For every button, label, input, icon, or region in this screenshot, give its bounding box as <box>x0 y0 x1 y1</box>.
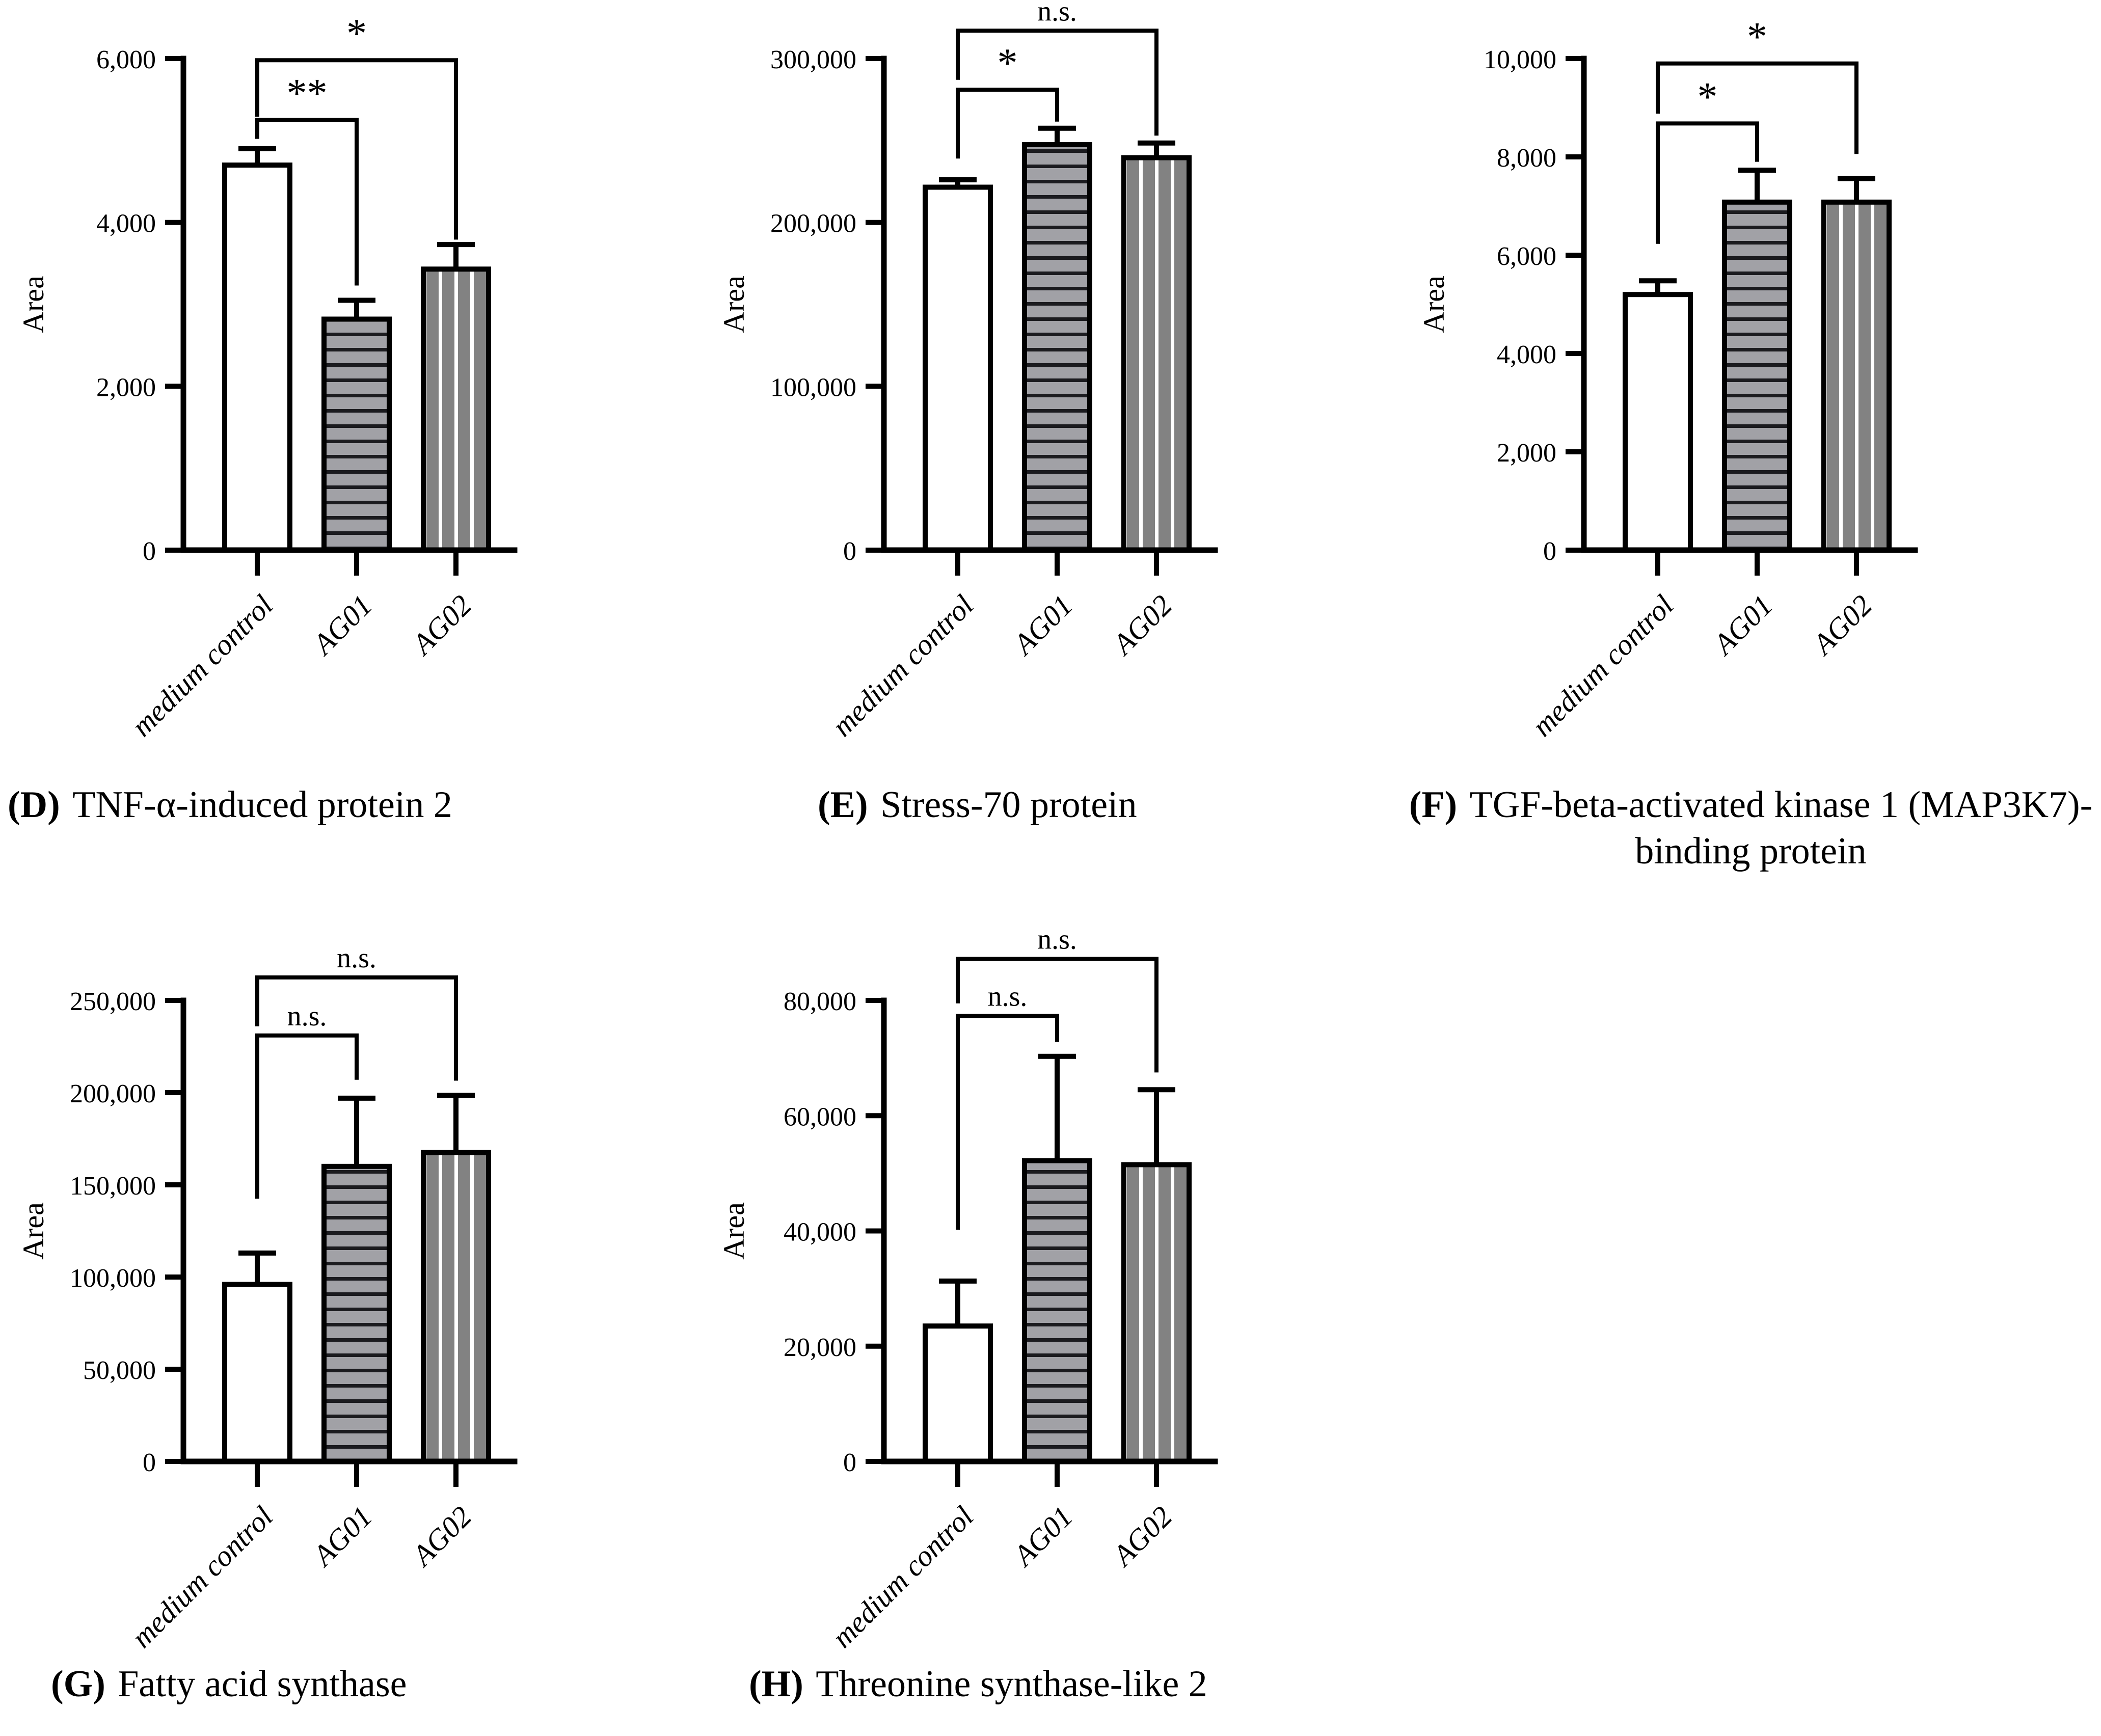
svg-text:40,000: 40,000 <box>784 1218 856 1247</box>
svg-text:AG02: AG02 <box>405 588 478 662</box>
svg-text:80,000: 80,000 <box>784 987 856 1016</box>
svg-text:AG01: AG01 <box>1706 588 1779 662</box>
svg-text:Area: Area <box>717 276 750 333</box>
bar-chart-stress-70-protein: 0 100,000 200,000 300,000 Area medium control… <box>717 0 1218 743</box>
svg-text:0: 0 <box>843 537 856 566</box>
svg-text:200,000: 200,000 <box>70 1079 156 1108</box>
panel-h-caption: (H) Threonine synthase-like 2 <box>749 1663 1207 1709</box>
svg-text:AG02: AG02 <box>1805 588 1878 662</box>
panel-e-caption: (E) Stress-70 protein <box>818 783 1137 830</box>
svg-text:n.s.: n.s. <box>287 1000 327 1032</box>
svg-text:100,000: 100,000 <box>770 373 856 402</box>
figure-panel-d: 0 2,000 4,000 6,000 Area medium control AG01 AG… <box>0 0 701 868</box>
svg-text:100,000: 100,000 <box>70 1264 156 1293</box>
panel-h-caption-text: Threonine synthase-like 2 <box>816 1663 1207 1705</box>
svg-text:n.s.: n.s. <box>1037 924 1077 956</box>
panel-f-caption: (F) TGF-beta-activated kinase 1 (MAP3K7)-… <box>1400 783 2101 873</box>
svg-text:medium control: medium control <box>825 1500 980 1654</box>
svg-text:medium control: medium control <box>125 1500 279 1654</box>
svg-text:300,000: 300,000 <box>770 45 856 74</box>
svg-text:*: * <box>998 41 1018 86</box>
svg-text:AG01: AG01 <box>305 1500 379 1573</box>
svg-text:AG02: AG02 <box>1105 588 1178 662</box>
svg-text:6,000: 6,000 <box>1497 242 1556 271</box>
figure-panel-f: 0 2,000 4,000 6,000 8,000 10,000 Area medium co… <box>1400 0 2101 872</box>
svg-text:**: ** <box>287 71 328 116</box>
svg-text:6,000: 6,000 <box>96 45 156 74</box>
svg-text:AG02: AG02 <box>405 1500 478 1573</box>
svg-text:0: 0 <box>143 537 156 566</box>
panel-f-caption-line2: binding protein <box>1635 830 1867 872</box>
panel-d-caption: (D) TNF-α-induced protein 2 <box>8 783 452 830</box>
svg-text:0: 0 <box>1543 537 1556 566</box>
panel-d-caption-letter: (D) <box>8 784 60 826</box>
svg-text:20,000: 20,000 <box>784 1333 856 1362</box>
svg-text:AG02: AG02 <box>1105 1500 1178 1573</box>
svg-text:medium control: medium control <box>125 588 279 743</box>
svg-text:AG01: AG01 <box>305 588 379 662</box>
panel-e-caption-text: Stress-70 protein <box>880 784 1137 826</box>
bar-chart-threonine-synthase-like-2: 0 20,000 40,000 60,000 80,000 Area medium cont… <box>717 924 1218 1654</box>
svg-text:50,000: 50,000 <box>83 1356 156 1385</box>
svg-text:Area: Area <box>717 1202 750 1260</box>
bar-chart-tgf-beta-activated-kinase-binding-protein: 0 2,000 4,000 6,000 8,000 10,000 Area medium co… <box>1417 15 1918 743</box>
svg-text:Area: Area <box>17 276 50 333</box>
svg-text:*: * <box>346 11 367 56</box>
svg-text:AG01: AG01 <box>1006 1500 1079 1573</box>
figure-panel-g: 0 50,000 100,000 150,000 200,000 250,000 Area m… <box>0 868 701 1736</box>
panel-g-caption-text: Fatty acid synthase <box>118 1663 407 1705</box>
svg-text:10,000: 10,000 <box>1484 45 1556 74</box>
svg-text:0: 0 <box>843 1448 856 1477</box>
svg-text:150,000: 150,000 <box>70 1172 156 1201</box>
bar-chart-fatty-acid-synthase: 0 50,000 100,000 150,000 200,000 250,000 Area m… <box>17 942 518 1654</box>
figure-panel-e: 0 100,000 200,000 300,000 Area medium control… <box>701 0 1401 868</box>
panel-f-caption-letter: (F) <box>1409 784 1458 826</box>
svg-text:2,000: 2,000 <box>96 373 156 402</box>
svg-text:0: 0 <box>143 1448 156 1477</box>
svg-text:n.s.: n.s. <box>1037 0 1077 27</box>
panel-d-caption-text: TNF-α-induced protein 2 <box>72 784 452 826</box>
svg-text:medium control: medium control <box>825 588 980 743</box>
panel-f-caption-text: TGF-beta-activated kinase 1 (MAP3K7)- <box>1469 784 2093 826</box>
svg-text:AG01: AG01 <box>1006 588 1079 662</box>
svg-text:n.s.: n.s. <box>988 981 1028 1013</box>
svg-text:4,000: 4,000 <box>96 209 156 238</box>
panel-g-caption-letter: (G) <box>51 1663 105 1705</box>
svg-text:60,000: 60,000 <box>784 1102 856 1131</box>
svg-text:4,000: 4,000 <box>1497 340 1556 369</box>
svg-text:Area: Area <box>17 1202 50 1260</box>
svg-text:*: * <box>1747 15 1767 60</box>
svg-text:250,000: 250,000 <box>70 987 156 1016</box>
panel-h-caption-letter: (H) <box>749 1663 803 1705</box>
svg-text:2,000: 2,000 <box>1497 439 1556 468</box>
bar-chart-tnf-alpha-induced-protein-2: 0 2,000 4,000 6,000 Area medium control AG01 AG… <box>17 11 518 743</box>
svg-text:medium control: medium control <box>1525 588 1680 743</box>
svg-text:8,000: 8,000 <box>1497 144 1556 173</box>
panel-g-caption: (G) Fatty acid synthase <box>51 1663 407 1709</box>
svg-text:*: * <box>1698 74 1718 119</box>
figure-panel-h: 0 20,000 40,000 60,000 80,000 Area medium cont… <box>701 868 1401 1736</box>
panel-e-caption-letter: (E) <box>818 784 868 826</box>
svg-text:n.s.: n.s. <box>337 942 376 974</box>
svg-text:Area: Area <box>1417 276 1450 333</box>
svg-text:200,000: 200,000 <box>770 209 856 238</box>
